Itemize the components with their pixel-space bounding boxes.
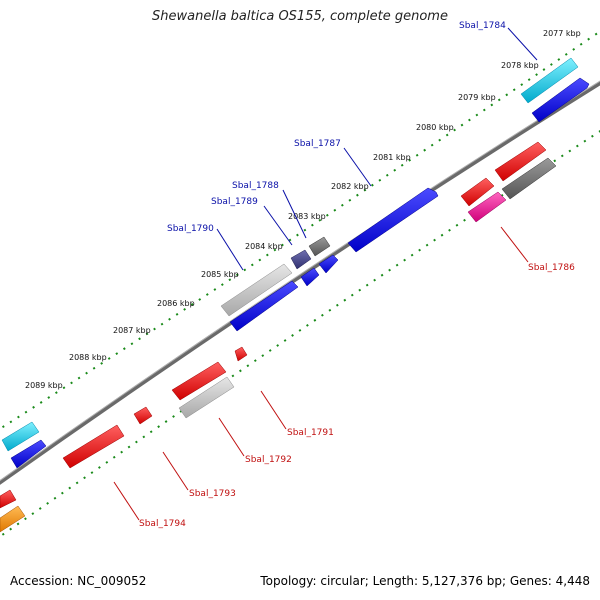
gene-block [520,57,579,104]
gene-block [347,187,439,253]
scale-label: 2082 kbp [331,182,369,191]
forward-gene-labels: Sbal_1784 Sbal_1787 Sbal_1788 Sbal_1789 … [167,21,506,234]
scale-label: 2083 kbp [288,212,326,221]
gene-block [62,424,125,469]
gene-block [0,505,26,533]
forward-strand-genes [1,57,590,469]
gene-block [10,439,47,469]
gene-block [0,489,17,509]
genome-backbone [0,80,600,485]
forward-leader-lines [216,27,538,271]
scale-label: 2081 kbp [373,153,411,162]
inner-scale-track [0,130,600,538]
gene-label: Sbal_1793 [189,489,236,499]
genome-summary-text: Topology: circular; Length: 5,127,376 bp… [260,574,590,588]
scale-label: 2085 kbp [201,270,239,279]
gene-label: Sbal_1790 [167,224,214,234]
scale-labels: 2077 kbp 2078 kbp 2079 kbp 2080 kbp 2081… [25,29,581,390]
scale-label: 2084 kbp [245,242,283,251]
gene-label: Sbal_1788 [232,181,279,191]
scale-label: 2087 kbp [113,326,151,335]
scale-label: 2077 kbp [543,29,581,38]
scale-label: 2079 kbp [458,93,496,102]
scale-label: 2080 kbp [416,123,454,132]
gene-label: Sbal_1792 [245,455,292,465]
accession-text: Accession: NC_009052 [10,574,147,588]
gene-block [178,376,235,419]
gene-label: Sbal_1789 [211,197,258,207]
gene-block [460,177,495,207]
gene-block [531,77,590,123]
reverse-strand-genes [0,141,557,533]
gene-block [467,191,507,223]
gene-label: Sbal_1786 [528,263,575,273]
gene-block [300,267,320,287]
gene-label: Sbal_1794 [139,519,186,529]
gene-block [171,361,227,401]
scale-label: 2086 kbp [157,299,195,308]
gene-label: Sbal_1784 [459,21,506,31]
gene-block [501,157,557,200]
page-title: Shewanella baltica OS155, complete genom… [152,9,448,24]
gene-block [494,141,547,182]
gene-block [229,280,299,332]
scale-label: 2078 kbp [501,61,539,70]
gene-label: Sbal_1787 [294,139,341,149]
reverse-leader-lines [113,226,529,521]
gene-label: Sbal_1791 [287,428,334,438]
gene-block [1,421,40,452]
gene-block [290,249,312,270]
scale-label: 2088 kbp [69,353,107,362]
reverse-gene-labels: Sbal_1786 Sbal_1791 Sbal_1792 Sbal_1793 … [139,263,575,529]
gene-block [220,263,293,317]
gene-block [318,254,339,274]
outer-scale-track [0,30,600,430]
gene-block [234,346,248,362]
scale-label: 2089 kbp [25,381,63,390]
gene-block [308,236,331,257]
gene-block [133,406,153,425]
